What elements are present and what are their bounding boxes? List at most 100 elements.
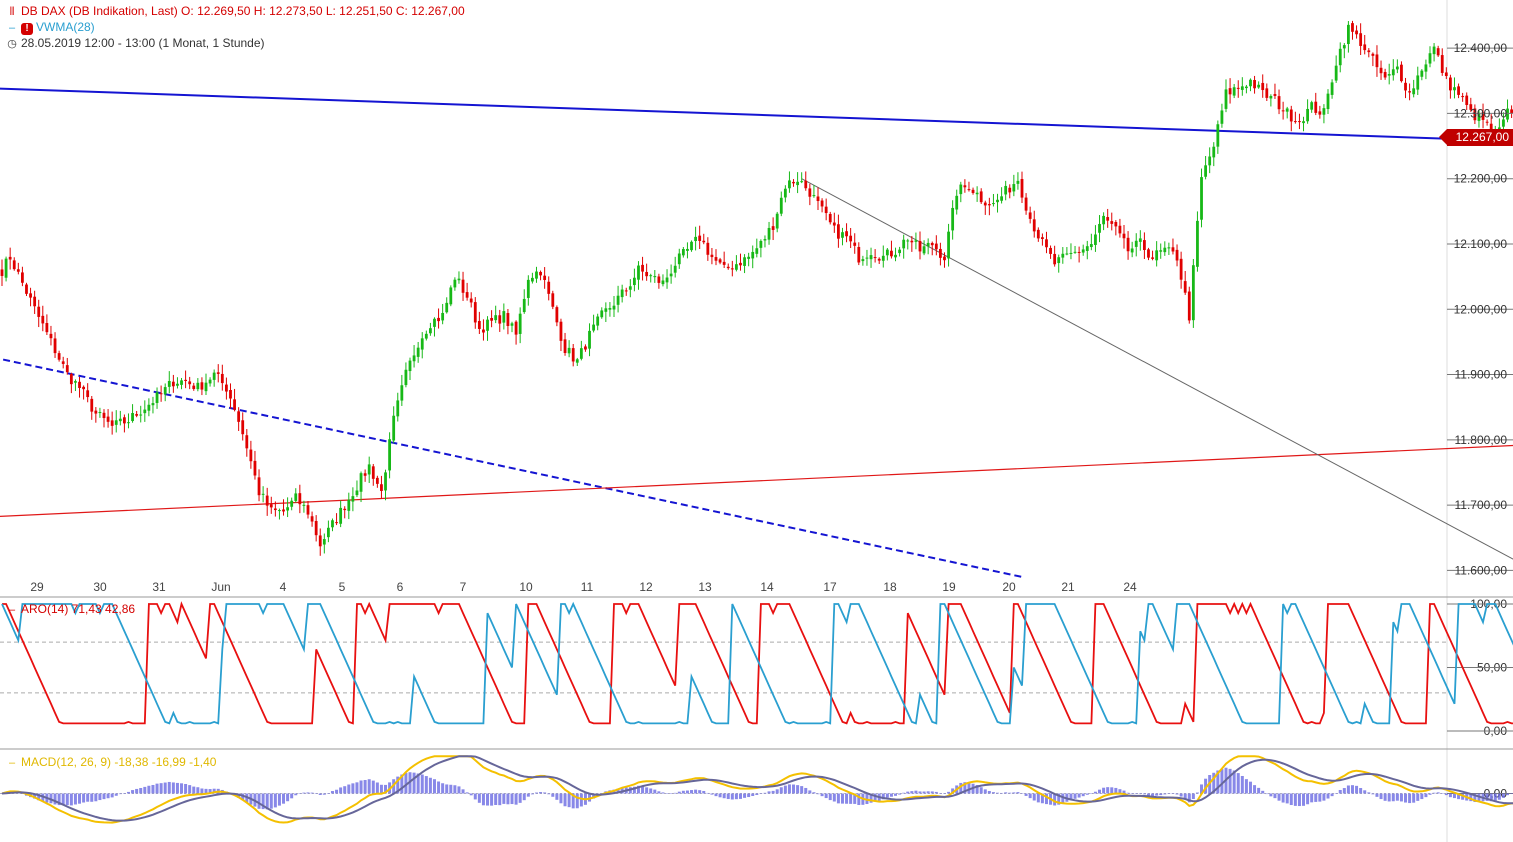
macd-histogram-bar: [840, 793, 844, 804]
macd-histogram-bar: [1322, 793, 1326, 801]
instrument-header[interactable]: ⫴ DB DAX (DB Indikation, Last) O: 12.269,…: [6, 4, 465, 20]
candle: [392, 406, 396, 444]
macd-histogram-bar: [808, 790, 812, 794]
macd-histogram-bar: [1057, 793, 1061, 805]
candle: [947, 223, 950, 267]
macd-histogram-bar: [269, 793, 273, 809]
macd-histogram-bar: [526, 793, 530, 797]
macd-histogram-bar: [65, 793, 69, 806]
candle: [1118, 218, 1122, 238]
candle: [710, 248, 714, 265]
candle: [714, 249, 718, 266]
macd-histogram-bar: [457, 786, 461, 794]
time-axis: 29 30 31 Jun 4 5 6 7 10 11 12 13 14 17 18 19 20 21 24: [30, 580, 1137, 594]
candle: [555, 305, 559, 327]
macd-histogram-bar: [86, 793, 90, 802]
price-tick-label: 12.000,00: [1454, 302, 1508, 316]
candle: [910, 236, 914, 252]
macd-histogram-bar: [441, 783, 445, 794]
candle: [135, 410, 139, 418]
macd-histogram-bar: [1310, 793, 1314, 803]
instrument-ohlc-text: DB DAX (DB Indikation, Last) O: 12.269,5…: [21, 4, 465, 18]
candle: [1306, 99, 1309, 124]
macd-histogram-bar: [730, 793, 734, 800]
candle: [808, 183, 812, 206]
macd-histogram-bar: [355, 782, 359, 794]
candle: [873, 249, 877, 263]
macd-histogram-bar: [534, 792, 538, 794]
candle: [1159, 243, 1163, 259]
candle: [1130, 241, 1134, 258]
macd-histogram-bar: [849, 793, 853, 804]
macd-histogram-bar: [1122, 790, 1126, 794]
macd-histogram-bar: [1302, 793, 1306, 806]
candle: [1073, 245, 1077, 254]
candle: [1240, 77, 1244, 96]
candle: [677, 248, 681, 269]
candle: [1138, 230, 1142, 251]
macd-histogram-bar: [188, 785, 192, 794]
vwma-legend[interactable]: ‒! VWMA(28): [6, 20, 95, 36]
macd-histogram-bar: [1265, 793, 1269, 795]
candle: [1444, 67, 1448, 80]
macd-histogram-bar: [1008, 792, 1012, 794]
macd-histogram-bar: [1338, 789, 1342, 794]
candle: [375, 475, 379, 488]
candle: [612, 296, 616, 317]
candle: [233, 388, 236, 412]
macd-histogram-bar: [322, 793, 326, 795]
candle: [1191, 258, 1195, 328]
panel-separators[interactable]: [0, 596, 1513, 750]
macd-histogram-bar: [445, 784, 449, 794]
macd-histogram-bar: [1363, 790, 1367, 794]
aroon-up-line: [2, 601, 1513, 725]
macd-histogram-bar: [106, 793, 110, 799]
candle: [987, 197, 991, 216]
candle: [0, 259, 4, 286]
candle: [1220, 103, 1224, 128]
macd-histogram-bar: [502, 793, 506, 804]
candle: [1147, 247, 1150, 261]
candle: [1134, 233, 1138, 257]
candle: [796, 172, 799, 194]
macd-legend[interactable]: ‒ MACD(12, 26, 9) -18,38 -16,99 -1,40: [6, 755, 217, 771]
macd-histogram-bar: [126, 791, 130, 794]
macd-histogram-bar: [1089, 793, 1093, 794]
macd-histogram-bar: [1134, 793, 1138, 794]
macd-histogram-bar: [979, 787, 983, 794]
aroon-legend[interactable]: ‒ ARO(14) 71,43 42,86: [6, 602, 135, 618]
trend-lines[interactable]: [0, 87, 1513, 586]
candle: [249, 440, 253, 469]
aroon-label: ARO(14) 71,43 42,86: [21, 602, 136, 616]
macd-histogram-bar: [1179, 793, 1183, 797]
macd-histogram-bar: [1073, 793, 1077, 799]
candle: [65, 357, 69, 375]
macd-histogram-bar: [1408, 793, 1412, 804]
price-tick-label: 11.600,00: [1455, 563, 1508, 577]
candle: [718, 257, 722, 265]
candle: [327, 520, 330, 543]
candle: [861, 255, 865, 266]
macd-histogram-bar: [873, 793, 877, 802]
candle: [1449, 74, 1452, 99]
candle: [800, 172, 804, 184]
candle: [1367, 48, 1371, 58]
macd-histogram-bar: [1146, 793, 1150, 796]
candle: [1257, 81, 1261, 89]
aroon-down-line: [1, 601, 1513, 725]
macd-histogram-bar: [1114, 787, 1118, 794]
macd-histogram-bar: [465, 792, 469, 794]
macd-histogram-bar: [1098, 789, 1102, 794]
macd-histogram-bar: [147, 785, 151, 794]
macd-histogram-bar: [845, 793, 849, 804]
candle: [490, 310, 493, 328]
candle: [661, 274, 665, 287]
candle: [922, 240, 926, 256]
candle: [433, 317, 436, 337]
macd-histogram-bar: [200, 788, 204, 794]
candle: [151, 396, 155, 414]
lower-dashed-trendline: [0, 357, 1023, 578]
candle: [967, 181, 971, 192]
